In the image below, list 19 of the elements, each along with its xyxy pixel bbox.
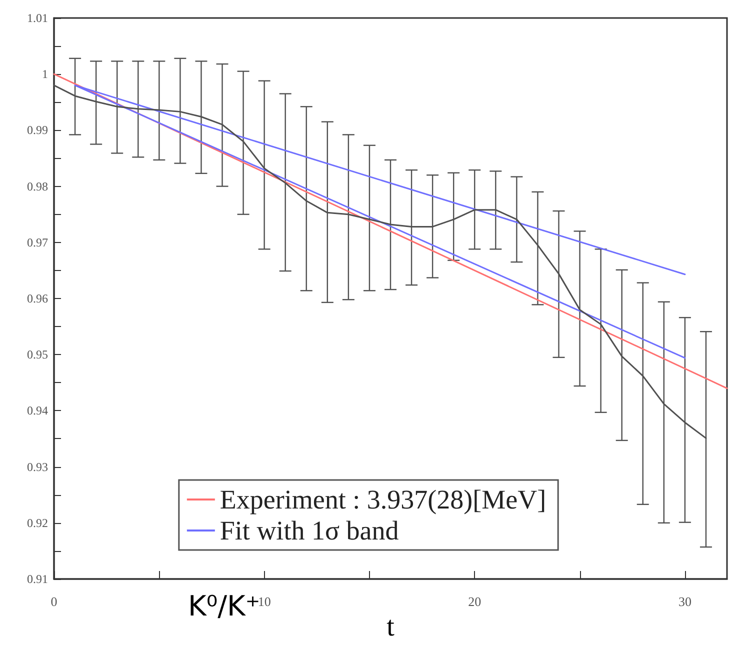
x-tick-label: 10 [258, 594, 271, 609]
legend-label: Experiment : 3.937(28)[MeV] [220, 484, 546, 514]
x-tick-label: 30 [678, 594, 692, 609]
y-tick-label: 0.96 [27, 292, 48, 306]
y-tick-label: 0.92 [27, 516, 48, 530]
y-tick-label: 0.97 [27, 235, 48, 250]
y-tick-label: 1 [42, 67, 48, 82]
y-tick-label: 0.93 [27, 460, 48, 474]
y-tick-label: 0.94 [27, 404, 48, 418]
y-tick-label: 0.98 [27, 179, 48, 194]
y-tick-label: 1.01 [27, 11, 48, 25]
y-tick-label: 0.91 [27, 572, 48, 586]
text: K⁰/K⁺ [188, 590, 260, 622]
y-tick-label: 0.95 [27, 348, 48, 362]
y-tick-label: 0.99 [27, 123, 48, 138]
x-tick-label: 0 [50, 594, 58, 609]
x-tick-label: 20 [468, 594, 482, 609]
x-axis-title: t [386, 612, 395, 642]
legend-label: Fit with 1σ band [220, 516, 400, 546]
